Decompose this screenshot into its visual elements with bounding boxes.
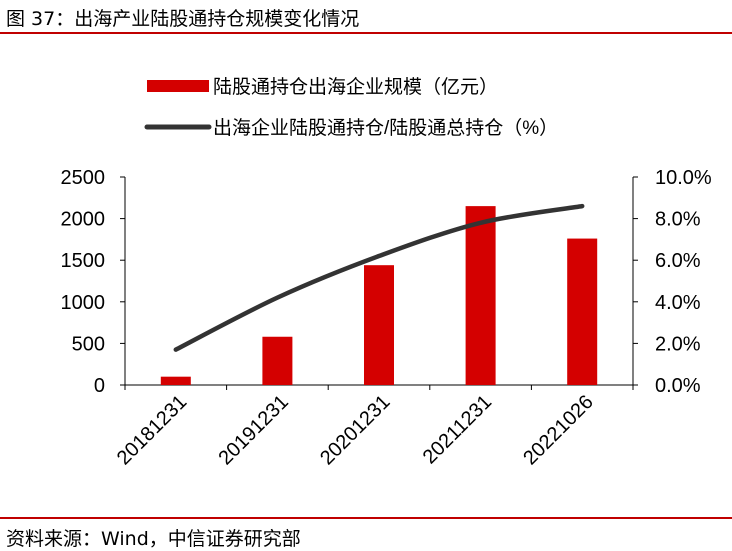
- source-divider: [0, 517, 732, 519]
- bar: [364, 265, 394, 385]
- bar: [465, 206, 496, 385]
- right-tick-label: 2.0%: [655, 333, 701, 355]
- right-tick-label: 6.0%: [655, 250, 701, 272]
- x-tick-label: 20191231: [214, 391, 292, 469]
- share-line: [173, 203, 585, 352]
- bar: [567, 238, 598, 385]
- left-tick-label: 2000: [61, 209, 106, 231]
- left-tick-label: 1500: [61, 250, 106, 272]
- legend-line-label: 出海企业陆股通持仓/陆股通总持仓（%）: [213, 117, 558, 139]
- right-tick-label: 4.0%: [655, 292, 701, 314]
- source-note: 资料来源：Wind，中信证券研究部: [6, 528, 301, 550]
- title-divider: [0, 32, 732, 34]
- figure-title: 图 37：出海产业陆股通持仓规模变化情况: [6, 8, 360, 30]
- right-tick-label: 10.0%: [655, 167, 712, 189]
- left-tick-label: 2500: [61, 167, 106, 189]
- x-tick-label: 20211231: [419, 391, 496, 468]
- x-tick-label: 20201231: [316, 391, 394, 469]
- legend-bar-label: 陆股通持仓出海企业规模（亿元）: [213, 76, 498, 98]
- left-tick-label: 1000: [61, 292, 106, 314]
- right-tick-label: 8.0%: [655, 209, 701, 231]
- bar: [160, 376, 191, 385]
- line-point: [175, 349, 176, 350]
- right-tick-label: 0.0%: [655, 375, 701, 397]
- line-point: [480, 222, 481, 223]
- legend-bar-swatch: [147, 80, 209, 92]
- left-tick-label: 0: [94, 375, 105, 397]
- line-point: [277, 297, 278, 298]
- x-tick-label: 20181231: [113, 391, 191, 469]
- line-point: [379, 256, 380, 257]
- x-tick-label: 20221026: [519, 391, 597, 469]
- line-point: [582, 206, 583, 207]
- left-tick-label: 500: [72, 333, 105, 355]
- bar: [262, 336, 293, 385]
